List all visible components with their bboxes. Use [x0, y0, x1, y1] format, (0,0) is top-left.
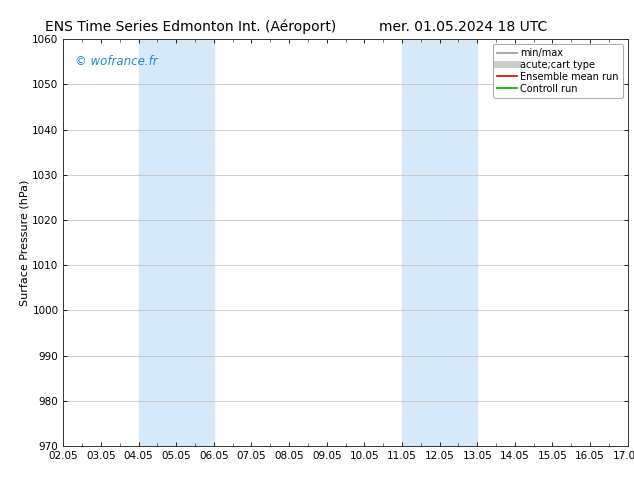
Text: © wofrance.fr: © wofrance.fr	[75, 55, 157, 69]
Bar	[139, 39, 214, 446]
Text: mer. 01.05.2024 18 UTC: mer. 01.05.2024 18 UTC	[378, 20, 547, 34]
Bar	[402, 39, 477, 446]
Text: ENS Time Series Edmonton Int. (Aéroport): ENS Time Series Edmonton Int. (Aéroport)	[44, 20, 336, 34]
Y-axis label: Surface Pressure (hPa): Surface Pressure (hPa)	[20, 179, 30, 306]
Legend: min/max, acute;cart type, Ensemble mean run, Controll run: min/max, acute;cart type, Ensemble mean …	[493, 44, 623, 98]
